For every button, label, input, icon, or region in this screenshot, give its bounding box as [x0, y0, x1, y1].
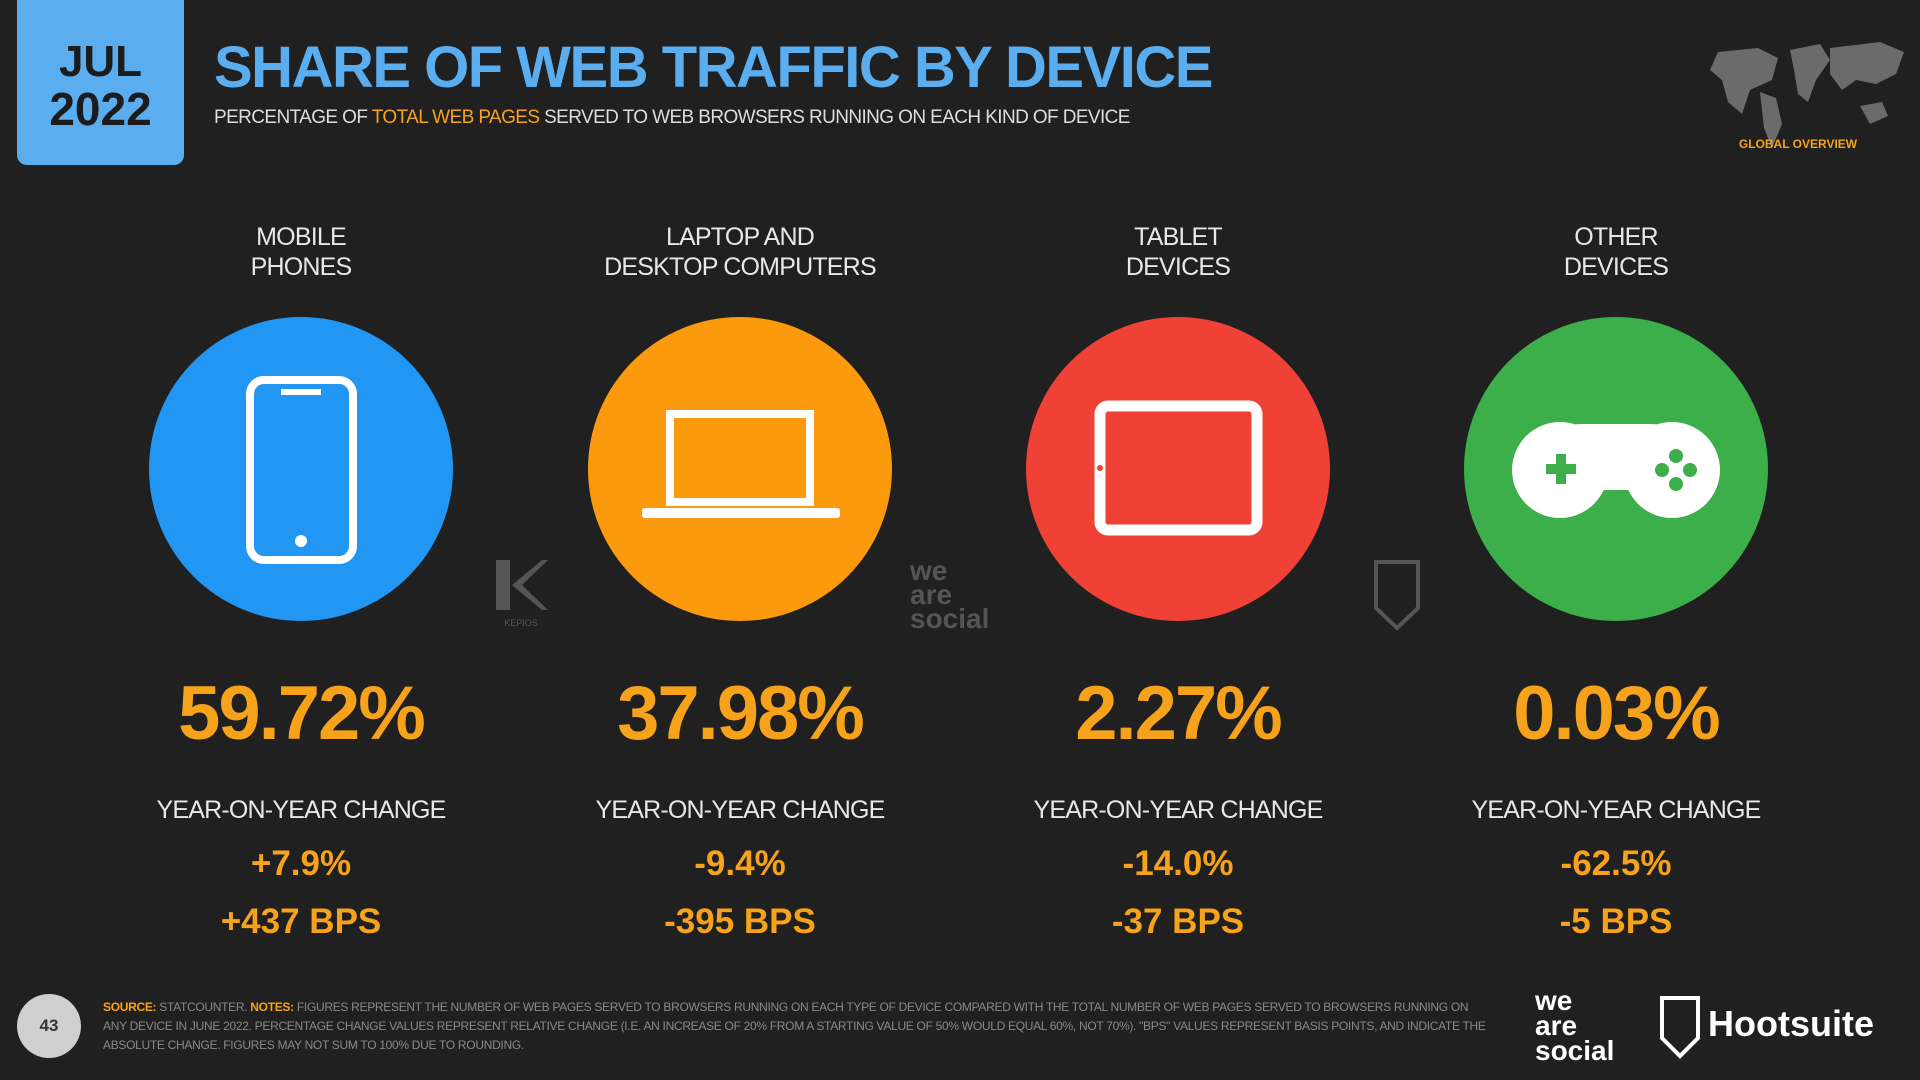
- notes-label: NOTES:: [250, 1000, 294, 1014]
- footnote: SOURCE: STATCOUNTER. NOTES: FIGURES REPR…: [103, 998, 1493, 1055]
- device-label: DESKTOP COMPUTERS: [604, 253, 876, 281]
- subtitle-text: SERVED TO WEB BROWSERS RUNNING ON EACH K…: [544, 107, 1130, 128]
- watermark-kepios: KEPIOS: [496, 560, 548, 628]
- icon-gamepad: [1512, 422, 1720, 518]
- share-value: 0.03%: [1513, 671, 1721, 756]
- device-label: PHONES: [250, 253, 353, 281]
- device-label: MOBILE: [256, 223, 346, 251]
- relative-change: -9.4%: [694, 844, 786, 883]
- title: SHARE OF WEB TRAFFIC BY DEVICE: [214, 35, 1213, 100]
- absolute-change: +437 BPS: [220, 902, 382, 941]
- relative-change: +7.9%: [250, 844, 352, 883]
- notes: FIGURES REPRESENT THE NUMBER OF WEB PAGE…: [103, 1000, 1486, 1052]
- circle-mobile: [149, 317, 453, 621]
- change-label: YEAR-ON-YEAR CHANGE: [1033, 796, 1323, 824]
- icon-phone: [246, 376, 357, 564]
- watermark-text: KEPIOS: [504, 618, 538, 628]
- watermark-was: we are social: [909, 555, 989, 634]
- date-badge: JUL 2022: [17, 0, 184, 165]
- badge-text: GLOBAL OVERVIEW: [1739, 137, 1858, 151]
- absolute-change: -5 BPS: [1559, 902, 1673, 941]
- device-label: DEVICES: [1563, 253, 1669, 281]
- logo-we-are-social: we are social: [1534, 985, 1614, 1066]
- change-label: YEAR-ON-YEAR CHANGE: [1471, 796, 1761, 824]
- circle-tablet: [1026, 317, 1330, 621]
- logo-text: social: [1535, 1035, 1614, 1066]
- subtitle: PERCENTAGE OF TOTAL WEB PAGES SERVED TO …: [214, 107, 1130, 129]
- logo-text: are: [1535, 1010, 1577, 1041]
- change-label: YEAR-ON-YEAR CHANGE: [595, 796, 885, 824]
- share-value: 2.27%: [1075, 671, 1283, 756]
- icon-laptop: [642, 410, 840, 518]
- absolute-change: -395 BPS: [664, 902, 816, 941]
- change-label: YEAR-ON-YEAR CHANGE: [156, 796, 446, 824]
- source-label: SOURCE:: [103, 1000, 157, 1014]
- share-value: 37.98%: [617, 671, 865, 756]
- world-map: [1710, 42, 1904, 148]
- device-label: LAPTOP AND: [665, 223, 815, 251]
- logo-owl: [1660, 996, 1700, 1059]
- watermark-owl: [1374, 560, 1420, 631]
- year: 2022: [49, 83, 152, 135]
- source: STATCOUNTER.: [159, 1000, 248, 1014]
- absolute-change: -37 BPS: [1111, 902, 1245, 941]
- month: JUL: [58, 37, 143, 86]
- device-label: OTHER: [1574, 223, 1658, 251]
- watermark-text: we: [909, 555, 947, 586]
- device-column: TABLET DEVICES 2.27% YEAR-ON-YEAR CHANGE -14…: [958, 0, 1398, 1080]
- subtitle-text: PERCENTAGE OF: [214, 107, 368, 128]
- circle-laptop: [588, 317, 892, 621]
- device-column: MOBILE PHONES 59.72% YEAR-ON-YEAR CHANGE +7.…: [81, 0, 521, 1080]
- device-label: DEVICES: [1125, 253, 1231, 281]
- device-column: OTHER DEVICES 0.03% YEAR-ON-YEAR CHANGE -62.…: [1396, 0, 1836, 1080]
- share-value: 59.72%: [178, 671, 426, 756]
- logo-text: Hootsuite: [1708, 1003, 1874, 1044]
- subtitle-highlight: TOTAL WEB PAGES: [371, 107, 540, 128]
- device-column: LAPTOP AND DESKTOP COMPUTERS 37.98% YEAR-ON…: [520, 0, 960, 1080]
- watermark-text: are: [910, 579, 952, 610]
- icon-tablet: [1094, 400, 1263, 536]
- page-number: 43: [17, 994, 81, 1058]
- watermark-text: social: [910, 603, 989, 634]
- device-label: TABLET: [1134, 223, 1223, 251]
- relative-change: -62.5%: [1560, 844, 1672, 883]
- logo-text: we: [1534, 985, 1572, 1016]
- relative-change: -14.0%: [1122, 844, 1234, 883]
